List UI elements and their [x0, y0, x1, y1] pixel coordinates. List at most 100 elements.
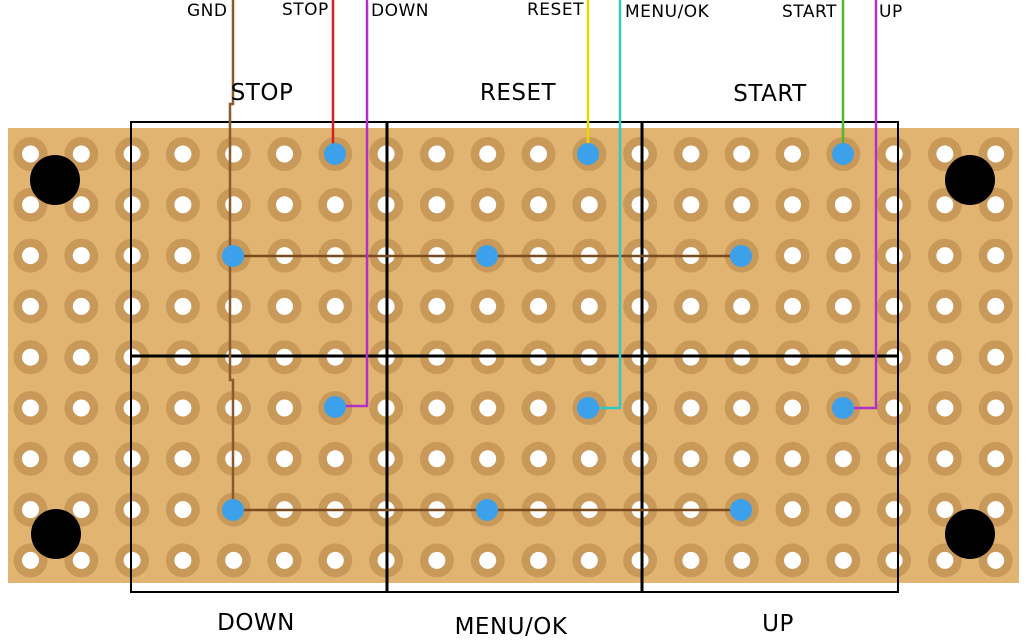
button-label-stop: STOP: [231, 80, 294, 106]
mount-hole-bottom-right: [945, 509, 995, 559]
pad-hole: [936, 196, 954, 214]
pad-hole: [834, 247, 852, 265]
pad-hole: [631, 297, 649, 315]
wire-label-gnd: GND: [187, 1, 227, 21]
pad-hole: [479, 297, 497, 315]
wire-labels: GND STOP DOWN RESET MENU/OK START UP: [187, 0, 903, 22]
pad-hole: [174, 196, 192, 214]
pad-hole: [682, 196, 700, 214]
pad-hole: [834, 450, 852, 468]
pad-hole: [784, 247, 801, 265]
pad-hole: [631, 551, 649, 569]
pad-hole: [834, 297, 852, 315]
via-reset: [577, 143, 599, 165]
pad-hole: [530, 399, 547, 417]
pad-hole: [72, 450, 90, 468]
pad-hole: [428, 196, 446, 214]
pad-hole: [22, 196, 39, 214]
pad-hole: [174, 297, 192, 315]
pad-hole: [174, 145, 192, 163]
pad-hole: [276, 450, 293, 468]
pad-hole: [733, 399, 751, 417]
wire-label-up: UP: [879, 2, 903, 22]
pad-hole: [530, 450, 547, 468]
pad-hole: [885, 399, 903, 417]
mounting-holes: [30, 155, 995, 559]
pad-hole: [987, 551, 1005, 569]
pad-hole: [22, 399, 39, 417]
via-gnd-top-right: [730, 245, 752, 267]
pad-hole: [326, 297, 344, 315]
pad-hole: [72, 247, 90, 265]
pad-hole: [225, 297, 243, 315]
pad-hole: [479, 399, 497, 417]
pad-hole: [174, 551, 192, 569]
pad-hole: [276, 551, 293, 569]
pad-hole: [784, 196, 801, 214]
pad-hole: [479, 145, 497, 163]
pad-hole: [225, 145, 243, 163]
pad-hole: [936, 348, 954, 366]
pad-hole: [834, 551, 852, 569]
wire-label-reset: RESET: [527, 0, 584, 20]
pad-hole: [987, 348, 1005, 366]
via-gnd-bottom-mid: [476, 499, 498, 521]
pad-hole: [22, 145, 39, 163]
pad-hole: [326, 551, 344, 569]
mount-hole-bottom-left: [31, 509, 81, 559]
pad-hole: [174, 450, 192, 468]
wire-label-menu-ok: MENU/OK: [625, 2, 710, 22]
pad-hole: [885, 145, 903, 163]
pad-hole: [479, 450, 497, 468]
pad-hole: [784, 145, 801, 163]
wire-menu-ok: [589, 0, 622, 410]
wire-down: [336, 0, 369, 408]
pad-hole: [276, 196, 293, 214]
pad-hole: [174, 399, 192, 417]
via-stop: [324, 143, 346, 165]
pad-hole: [123, 450, 141, 468]
pad-hole: [225, 196, 243, 214]
pad-hole: [123, 551, 141, 569]
pad-hole: [22, 501, 39, 519]
pad-hole: [580, 297, 598, 315]
pad-hole: [428, 145, 446, 163]
pad-hole: [987, 145, 1005, 163]
pad-hole: [885, 501, 903, 519]
pad-hole: [733, 196, 751, 214]
pad-hole: [936, 450, 954, 468]
pad-hole: [326, 450, 344, 468]
pad-hole: [428, 297, 446, 315]
pad-hole: [834, 196, 852, 214]
button-label-reset: RESET: [480, 80, 557, 106]
pad-hole: [784, 399, 801, 417]
pad-hole: [784, 450, 801, 468]
pad-hole: [885, 196, 903, 214]
pad-hole: [987, 501, 1005, 519]
pad-hole: [22, 450, 39, 468]
pad-hole: [276, 297, 293, 315]
pad-hole: [276, 145, 293, 163]
pad-hole: [936, 297, 954, 315]
pad-hole: [22, 348, 39, 366]
pad-hole: [530, 297, 547, 315]
pad-hole: [174, 501, 192, 519]
pad-hole: [733, 551, 751, 569]
pad-hole: [784, 551, 801, 569]
pad-hole: [530, 551, 547, 569]
pad-hole: [885, 247, 903, 265]
pad-hole: [479, 196, 497, 214]
via-menu-ok: [577, 397, 599, 419]
pad-hole: [784, 501, 801, 519]
pad-hole: [479, 551, 497, 569]
pad-hole: [72, 501, 90, 519]
pad-hole: [530, 145, 547, 163]
pad-hole: [123, 145, 141, 163]
connection-points: [222, 143, 854, 521]
pad-hole: [987, 450, 1005, 468]
pad-hole: [885, 551, 903, 569]
via-up: [832, 397, 854, 419]
via-gnd-top-mid: [476, 245, 498, 267]
button-outlines: [130, 121, 899, 593]
